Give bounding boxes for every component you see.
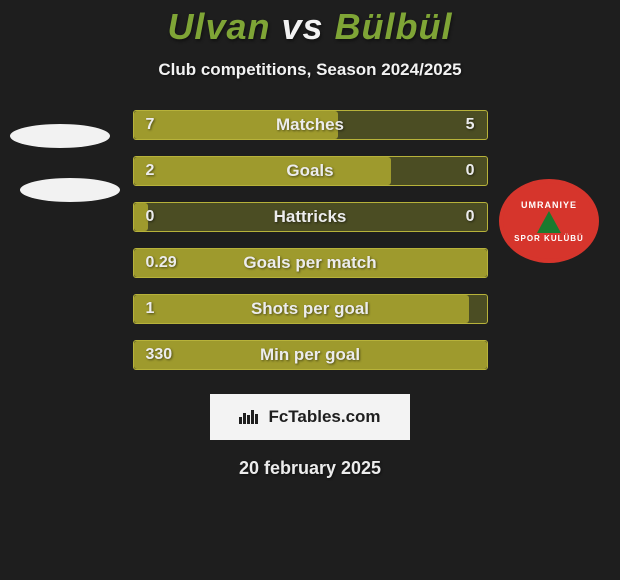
club-badge-inner: UMRANIYE SPOR KULÜBÜ: [514, 200, 584, 243]
club-badge-top-text: UMRANIYE: [521, 200, 577, 210]
stat-label: Goals: [134, 157, 487, 185]
comparison-card: Ulvan vs Bülbül Club competitions, Seaso…: [0, 0, 620, 580]
stat-row: 330Min per goal: [133, 340, 488, 370]
stat-row: 1Shots per goal: [133, 294, 488, 324]
stat-label: Shots per goal: [134, 295, 487, 323]
footer-brand-box: FcTables.com: [210, 394, 410, 440]
stat-label: Min per goal: [134, 341, 487, 369]
title-vs: vs: [282, 6, 324, 47]
player-2-club-badge: UMRANIYE SPOR KULÜBÜ: [499, 179, 599, 263]
player-2-name: Bülbül: [335, 6, 453, 47]
stat-row: 75Matches: [133, 110, 488, 140]
title: Ulvan vs Bülbül: [0, 0, 620, 48]
subtitle: Club competitions, Season 2024/2025: [0, 60, 620, 80]
club-badge-bottom-text: SPOR KULÜBÜ: [514, 234, 584, 243]
footer-brand-text: FcTables.com: [268, 407, 380, 427]
date-text: 20 february 2025: [0, 458, 620, 479]
tree-icon: [537, 211, 561, 233]
stat-row: 20Goals: [133, 156, 488, 186]
player-1-avatar-placeholder: [10, 124, 110, 148]
player-1-club-placeholder: [20, 178, 120, 202]
stat-label: Hattricks: [134, 203, 487, 231]
bars-icon: [239, 410, 258, 424]
player-1-name: Ulvan: [167, 6, 270, 47]
stat-row: 00Hattricks: [133, 202, 488, 232]
stat-label: Goals per match: [134, 249, 487, 277]
stat-row: 0.29Goals per match: [133, 248, 488, 278]
stat-label: Matches: [134, 111, 487, 139]
